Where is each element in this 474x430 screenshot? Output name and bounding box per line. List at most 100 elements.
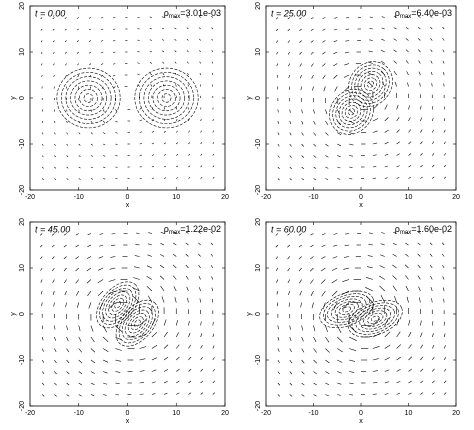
velocity-field bbox=[40, 15, 215, 181]
velocity-vector bbox=[41, 166, 44, 169]
x-tick-label: 20 bbox=[452, 194, 460, 201]
velocity-vector bbox=[77, 63, 79, 66]
velocity-vector bbox=[162, 27, 165, 30]
velocity-vector bbox=[41, 120, 44, 124]
velocity-vector bbox=[301, 166, 305, 170]
velocity-vector bbox=[139, 382, 144, 384]
velocity-vector bbox=[115, 348, 122, 351]
velocity-vector bbox=[200, 321, 202, 326]
velocity-vector bbox=[78, 109, 80, 112]
velocity-vector bbox=[41, 302, 43, 307]
velocity-vector bbox=[396, 177, 400, 179]
velocity-vector bbox=[420, 344, 423, 349]
velocity-vector bbox=[372, 130, 378, 133]
velocity-vector bbox=[325, 143, 329, 147]
velocity-vector bbox=[188, 320, 190, 326]
density-contour bbox=[121, 306, 153, 340]
velocity-vector bbox=[64, 40, 67, 43]
velocity-vector bbox=[199, 61, 201, 64]
velocity-vector bbox=[139, 119, 143, 122]
velocity-vector bbox=[337, 336, 343, 343]
velocity-vector bbox=[393, 60, 397, 64]
velocity-vector bbox=[66, 143, 69, 146]
velocity-vector bbox=[429, 253, 433, 257]
velocity-vector bbox=[102, 336, 109, 343]
velocity-vector bbox=[392, 242, 397, 246]
velocity-vector bbox=[432, 356, 435, 361]
velocity-vector bbox=[66, 371, 70, 375]
velocity-vector bbox=[276, 290, 279, 295]
velocity-vector bbox=[41, 348, 44, 352]
velocity-vector bbox=[87, 290, 92, 297]
velocity-vector bbox=[384, 177, 388, 179]
density-contour bbox=[348, 108, 355, 116]
velocity-vector bbox=[301, 359, 305, 364]
velocity-vector bbox=[288, 86, 291, 90]
velocity-vector bbox=[301, 348, 305, 353]
max-density-part: =1.60e-02 bbox=[411, 224, 452, 234]
velocity-vector bbox=[432, 164, 435, 168]
velocity-vector bbox=[443, 72, 445, 76]
velocity-vector bbox=[139, 358, 146, 361]
velocity-vector bbox=[343, 74, 350, 78]
velocity-vector bbox=[115, 382, 120, 384]
max-density-label: ρmax=1.22e-02 bbox=[164, 224, 221, 235]
velocity-vector bbox=[200, 153, 203, 156]
velocity-vector bbox=[287, 233, 290, 236]
velocity-vector bbox=[212, 345, 215, 349]
velocity-vector bbox=[349, 394, 354, 396]
velocity-vector bbox=[146, 275, 153, 280]
velocity-vector bbox=[211, 38, 214, 41]
velocity-vector bbox=[334, 17, 338, 19]
velocity-vector bbox=[289, 382, 293, 386]
velocity-vector bbox=[163, 392, 168, 395]
velocity-vector bbox=[379, 265, 385, 269]
velocity-vector bbox=[325, 394, 329, 397]
velocity-vector bbox=[65, 74, 67, 78]
velocity-vector bbox=[417, 242, 421, 246]
velocity-vector bbox=[372, 104, 378, 110]
velocity-vector bbox=[289, 359, 293, 364]
velocity-vector bbox=[176, 344, 180, 349]
max-density-part: max bbox=[400, 230, 411, 236]
velocity-vector bbox=[108, 279, 116, 282]
velocity-vector bbox=[176, 153, 179, 156]
velocity-vector bbox=[115, 143, 118, 145]
velocity-vector bbox=[313, 382, 317, 386]
velocity-vector bbox=[159, 264, 165, 269]
velocity-vector bbox=[139, 393, 144, 395]
velocity-vector bbox=[151, 142, 155, 145]
velocity-vector bbox=[78, 325, 81, 331]
velocity-vector bbox=[54, 348, 57, 352]
velocity-vector bbox=[210, 231, 214, 234]
velocity-vector bbox=[408, 117, 411, 122]
velocity-vector bbox=[186, 16, 189, 18]
velocity-vector bbox=[100, 63, 104, 66]
density-contour bbox=[363, 310, 388, 327]
velocity-vector bbox=[408, 356, 413, 361]
velocity-vector bbox=[417, 275, 421, 280]
velocity-vector bbox=[200, 368, 204, 372]
velocity-vector bbox=[40, 17, 43, 20]
density-contour bbox=[111, 297, 125, 312]
velocity-vector bbox=[405, 285, 409, 292]
velocity-vector bbox=[77, 86, 80, 89]
velocity-vector bbox=[176, 177, 179, 179]
velocity-vector bbox=[40, 256, 43, 260]
velocity-vector bbox=[134, 266, 140, 269]
velocity-vector bbox=[384, 331, 391, 338]
velocity-vector bbox=[310, 28, 314, 31]
density-contour bbox=[367, 313, 384, 325]
velocity-vector bbox=[372, 358, 379, 361]
density-contour bbox=[79, 89, 98, 107]
density-contour bbox=[323, 293, 371, 326]
velocity-vector bbox=[431, 332, 434, 338]
velocity-vector bbox=[53, 63, 55, 66]
velocity-vector bbox=[200, 118, 202, 122]
y-tick-label: 10 bbox=[255, 48, 262, 56]
velocity-vector bbox=[115, 120, 118, 123]
velocity-vector bbox=[174, 38, 177, 41]
velocity-vector bbox=[76, 290, 80, 296]
velocity-vector bbox=[313, 109, 315, 114]
velocity-vector bbox=[418, 60, 421, 64]
